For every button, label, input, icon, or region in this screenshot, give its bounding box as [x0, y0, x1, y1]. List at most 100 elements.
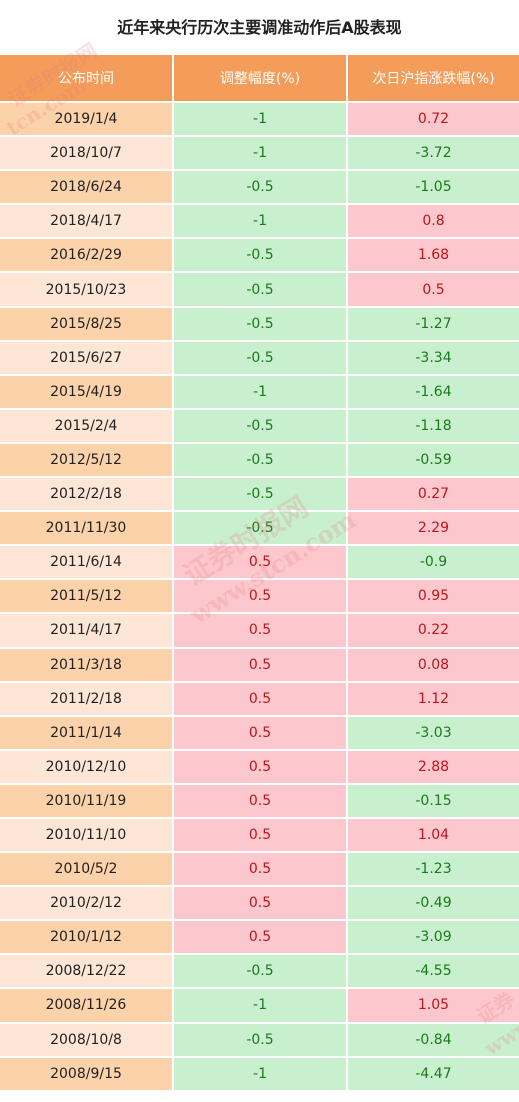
adjustment-cell: 0.5 [173, 578, 348, 614]
date-cell: 2011/11/30 [0, 510, 174, 546]
table-row: 2015/10/23 -0.5 0.5 [0, 271, 519, 307]
adjustment-cell: -0.5 [173, 271, 348, 307]
table-row: 2018/4/17 -1 0.8 [0, 203, 519, 239]
change-cell: -3.03 [347, 714, 519, 750]
adjustment-cell: -0.5 [173, 339, 348, 375]
change-cell: 0.8 [347, 203, 519, 239]
date-cell: 2010/11/10 [0, 816, 174, 853]
date-cell: 2010/12/10 [0, 748, 174, 784]
table-row: 2019/1/4 -1 0.72 [0, 100, 519, 137]
column-header-date: 公布时间 [0, 55, 174, 102]
change-cell: 0.27 [347, 476, 519, 512]
adjustment-cell: 0.5 [173, 748, 348, 784]
change-cell: -1.64 [347, 373, 519, 409]
adjustment-cell: 0.5 [173, 919, 348, 955]
change-cell: 1.04 [347, 816, 519, 853]
table-row: 2016/2/29 -0.5 1.68 [0, 237, 519, 273]
table-row: 2011/6/14 0.5 -0.9 [0, 544, 519, 580]
change-cell: -3.09 [347, 919, 519, 955]
table-row: 2010/5/2 0.5 -1.23 [0, 851, 519, 887]
adjustment-cell: 0.5 [173, 816, 348, 853]
change-cell: -0.84 [347, 1021, 519, 1057]
table-row: 2011/3/18 0.5 0.08 [0, 646, 519, 682]
table-row: 2018/10/7 -1 -3.72 [0, 135, 519, 171]
table-row: 2010/11/10 0.5 1.04 [0, 816, 519, 853]
change-cell: -4.55 [347, 953, 519, 989]
table-row: 2008/9/15 -1 -4.47 [0, 1055, 519, 1090]
date-cell: 2011/4/17 [0, 612, 174, 648]
date-cell: 2018/4/17 [0, 203, 174, 239]
table-row: 2012/5/12 -0.5 -0.59 [0, 441, 519, 478]
adjustment-cell: -0.5 [173, 169, 348, 205]
date-cell: 2008/9/15 [0, 1055, 174, 1090]
adjustment-cell: -1 [173, 100, 348, 137]
adjustment-cell: 0.5 [173, 544, 348, 580]
date-cell: 2008/11/26 [0, 987, 174, 1023]
data-table: 公布时间 调整幅度(%) 次日沪指涨跌幅(%) 2019/1/4 -1 0.72 20… [0, 55, 519, 1090]
date-cell: 2015/8/25 [0, 305, 174, 341]
table-row: 2015/4/19 -1 -1.64 [0, 373, 519, 409]
change-cell: -0.59 [347, 441, 519, 478]
adjustment-cell: 0.5 [173, 885, 348, 921]
date-cell: 2015/10/23 [0, 271, 174, 307]
date-cell: 2018/6/24 [0, 169, 174, 205]
date-cell: 2016/2/29 [0, 237, 174, 273]
column-header-next-day-change: 次日沪指涨跌幅(%) [347, 55, 519, 102]
table-row: 2011/5/12 0.5 0.95 [0, 578, 519, 614]
date-cell: 2011/2/18 [0, 680, 174, 716]
header-row: 公布时间 调整幅度(%) 次日沪指涨跌幅(%) [0, 55, 519, 102]
change-cell: -4.47 [347, 1055, 519, 1090]
adjustment-cell: -0.5 [173, 441, 348, 478]
change-cell: 2.88 [347, 748, 519, 784]
date-cell: 2019/1/4 [0, 100, 174, 137]
table-row: 2010/1/12 0.5 -3.09 [0, 919, 519, 955]
date-cell: 2008/12/22 [0, 953, 174, 989]
table-row: 2011/11/30 -0.5 2.29 [0, 510, 519, 546]
date-cell: 2011/5/12 [0, 578, 174, 614]
adjustment-cell: -0.5 [173, 476, 348, 512]
table-row: 2010/2/12 0.5 -0.49 [0, 885, 519, 921]
change-cell: -1.27 [347, 305, 519, 341]
change-cell: -0.49 [347, 885, 519, 921]
date-cell: 2018/10/7 [0, 135, 174, 171]
adjustment-cell: 0.5 [173, 612, 348, 648]
adjustment-cell: -1 [173, 203, 348, 239]
table-row: 2011/1/14 0.5 -3.03 [0, 714, 519, 750]
table-row: 2008/10/8 -0.5 -0.84 [0, 1021, 519, 1057]
change-cell: -0.15 [347, 782, 519, 818]
change-cell: 0.5 [347, 271, 519, 307]
change-cell: 0.22 [347, 612, 519, 648]
change-cell: -3.72 [347, 135, 519, 171]
adjustment-cell: 0.5 [173, 680, 348, 716]
adjustment-cell: -1 [173, 1055, 348, 1090]
change-cell: -1.05 [347, 169, 519, 205]
adjustment-cell: -0.5 [173, 305, 348, 341]
adjustment-cell: 0.5 [173, 714, 348, 750]
column-header-adjustment: 调整幅度(%) [173, 55, 348, 102]
change-cell: 0.72 [347, 100, 519, 137]
adjustment-cell: 0.5 [173, 646, 348, 682]
adjustment-cell: -1 [173, 135, 348, 171]
table-row: 2010/12/10 0.5 2.88 [0, 748, 519, 784]
table-row: 2012/2/18 -0.5 0.27 [0, 476, 519, 512]
date-cell: 2011/6/14 [0, 544, 174, 580]
table-row: 2015/2/4 -0.5 -1.18 [0, 407, 519, 443]
date-cell: 2015/2/4 [0, 407, 174, 443]
change-cell: 1.12 [347, 680, 519, 716]
date-cell: 2012/2/18 [0, 476, 174, 512]
table-row: 2015/8/25 -0.5 -1.27 [0, 305, 519, 341]
change-cell: -3.34 [347, 339, 519, 375]
table-row: 2010/11/19 0.5 -0.15 [0, 782, 519, 818]
change-cell: 0.08 [347, 646, 519, 682]
date-cell: 2010/2/12 [0, 885, 174, 921]
change-cell: 2.29 [347, 510, 519, 546]
adjustment-cell: -1 [173, 373, 348, 409]
table-row: 2011/4/17 0.5 0.22 [0, 612, 519, 648]
chart-title: 近年来央行历次主要调准动作后A股表现 [117, 18, 402, 37]
table-row: 2015/6/27 -0.5 -3.34 [0, 339, 519, 375]
date-cell: 2015/6/27 [0, 339, 174, 375]
date-cell: 2010/11/19 [0, 782, 174, 818]
table-row: 2008/12/22 -0.5 -4.55 [0, 953, 519, 989]
date-cell: 2015/4/19 [0, 373, 174, 409]
adjustment-cell: -0.5 [173, 510, 348, 546]
